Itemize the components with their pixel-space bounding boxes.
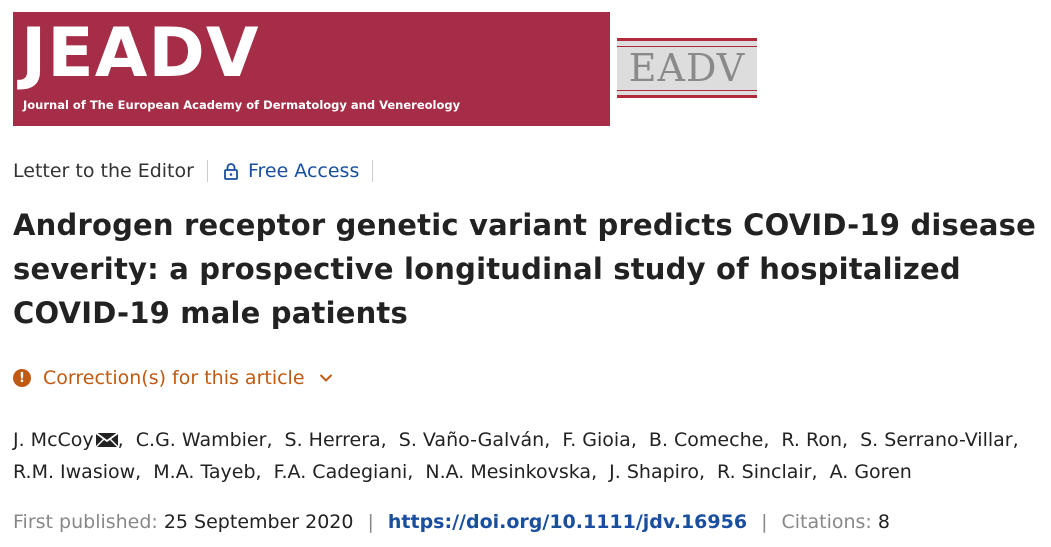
correction-toggle[interactable]: ! Correction(s) for this article (13, 365, 333, 391)
author-link[interactable]: F.A. Cadegiani (273, 461, 408, 483)
author-link[interactable]: M.A. Tayeb (153, 461, 256, 483)
divider: | (761, 511, 768, 533)
citations-count[interactable]: 8 (877, 511, 890, 533)
author-link[interactable]: F. Gioia (562, 429, 631, 451)
author-link[interactable]: C.G. Wambier (135, 429, 267, 451)
author-link[interactable]: R. Sinclair (717, 461, 812, 483)
author-list: J. McCoy, C.G. Wambier, S. Herrera, S. V… (13, 427, 1019, 483)
first-published-label: First published: (13, 511, 158, 533)
divider: | (367, 511, 374, 533)
society-logo-text: EADV (628, 46, 746, 90)
article-meta: Letter to the Editor Free Access (13, 156, 374, 186)
author-link[interactable]: J. McCoy (13, 429, 94, 451)
author-link[interactable]: B. Comeche (648, 429, 764, 451)
author-link[interactable]: R.M. Iwasiow (13, 461, 136, 483)
logo-rule-bottom-thin (617, 90, 757, 91)
society-logo[interactable]: EADV (617, 38, 757, 98)
publication-info: First published: 25 September 2020 | htt… (13, 508, 890, 536)
free-access-label: Free Access (247, 160, 360, 182)
free-access-badge[interactable]: Free Access (208, 160, 374, 182)
mail-icon[interactable] (95, 427, 119, 457)
journal-full-name: Journal of The European Academy of Derma… (23, 98, 461, 112)
article-type: Letter to the Editor (13, 160, 208, 182)
author-link[interactable]: S. Vaño-Galván (398, 429, 545, 451)
article-title: Androgen receptor genetic variant predic… (13, 208, 1036, 330)
author-link[interactable]: J. Shapiro (609, 461, 699, 483)
author-link[interactable]: A. Goren (829, 461, 912, 483)
lock-icon (224, 162, 238, 180)
citations-label[interactable]: Citations: (781, 511, 872, 533)
logo-rule-top-thin (617, 46, 757, 47)
author-link[interactable]: N.A. Mesinkovska (425, 461, 592, 483)
correction-label: Correction(s) for this article (43, 367, 305, 389)
journal-logo: JEADV (21, 14, 260, 93)
first-published-date: 25 September 2020 (163, 511, 354, 533)
doi-link[interactable]: https://doi.org/10.1111/jdv.16956 (387, 511, 748, 533)
logo-rule-top (617, 38, 757, 41)
journal-banner[interactable]: JEADV Journal of The European Academy of… (13, 12, 610, 126)
author-link[interactable]: R. Ron (781, 429, 843, 451)
chevron-down-icon (319, 373, 333, 383)
alert-icon: ! (13, 369, 31, 387)
author-link[interactable]: S. Serrano-Villar (860, 429, 1013, 451)
author-link[interactable]: S. Herrera (284, 429, 381, 451)
logo-rule-bottom (617, 95, 757, 98)
